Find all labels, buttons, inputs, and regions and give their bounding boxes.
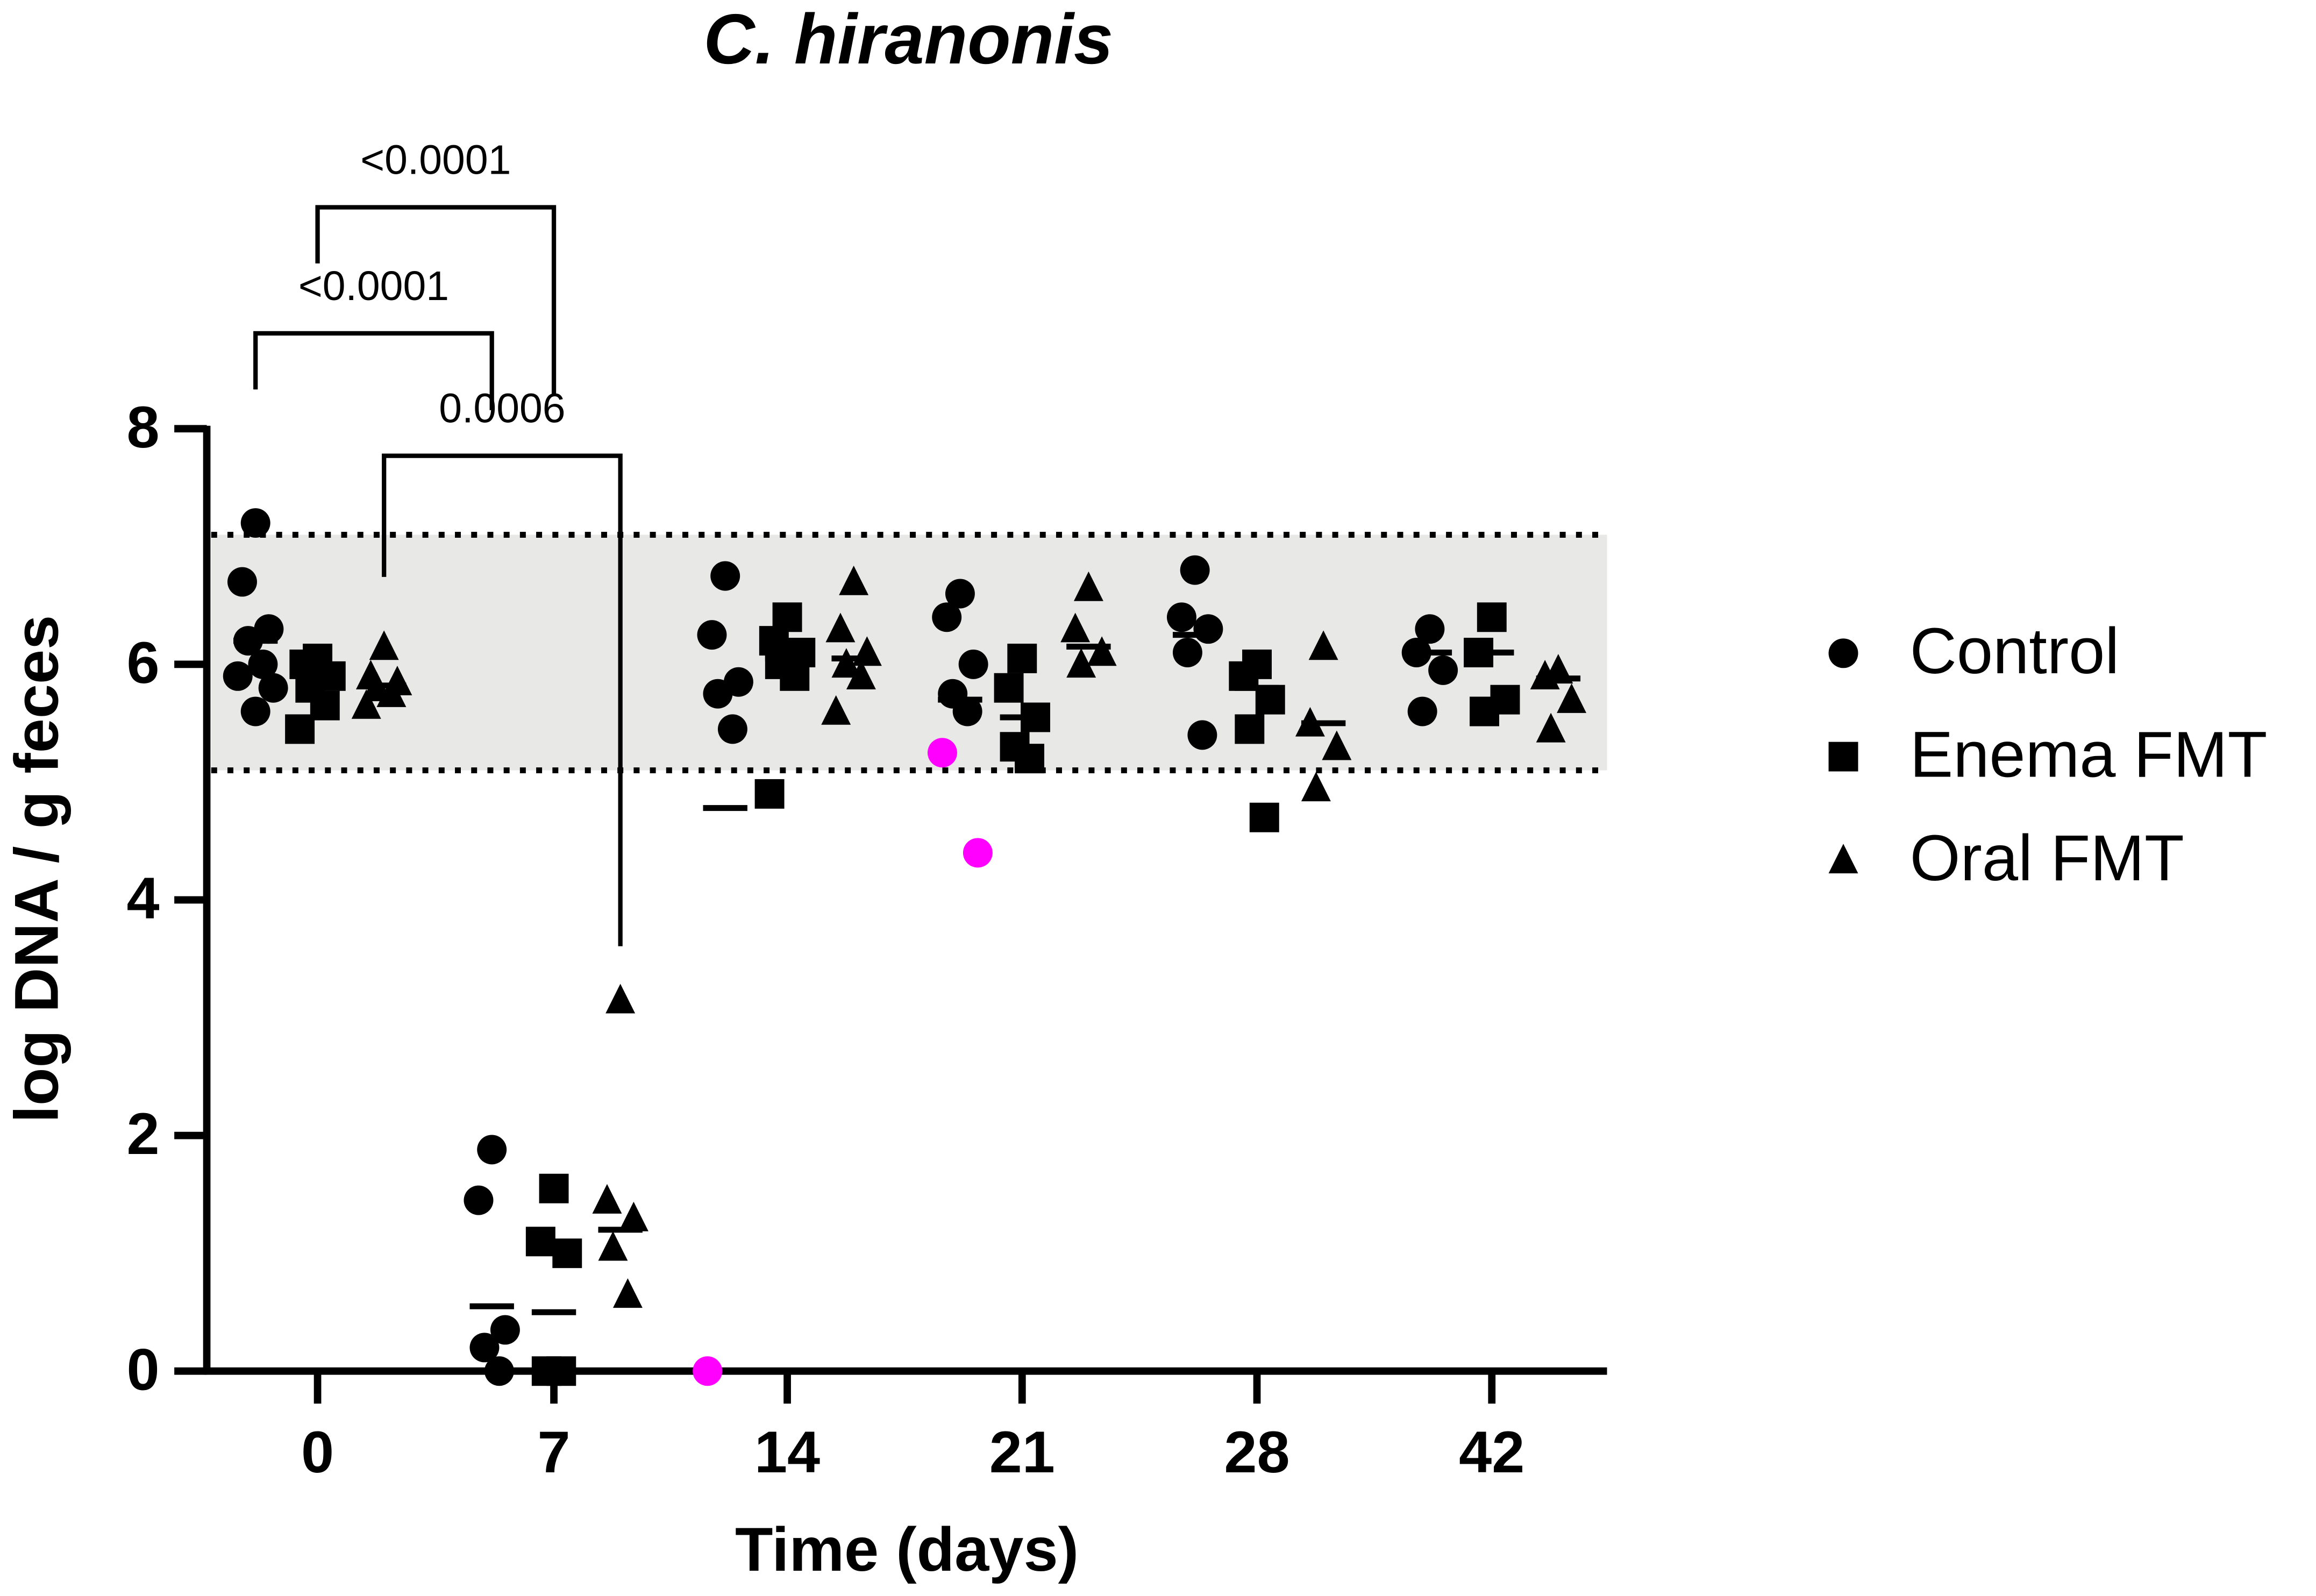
data-point bbox=[963, 838, 993, 868]
data-point bbox=[693, 1356, 723, 1386]
legend-marker bbox=[1828, 638, 1858, 668]
data-point bbox=[945, 579, 975, 609]
x-tick-label: 7 bbox=[537, 1420, 570, 1485]
reference-band bbox=[211, 535, 1607, 771]
x-tick-label: 21 bbox=[989, 1420, 1055, 1485]
y-tick-label: 0 bbox=[127, 1337, 160, 1402]
x-tick-label: 42 bbox=[1459, 1420, 1524, 1485]
data-point bbox=[618, 1201, 649, 1231]
data-point bbox=[1007, 643, 1037, 673]
data-point bbox=[248, 649, 278, 679]
legend-marker bbox=[1828, 742, 1858, 772]
y-tick-label: 6 bbox=[127, 630, 160, 696]
data-point bbox=[223, 661, 253, 691]
x-axis-label: Time (days) bbox=[735, 1515, 1079, 1584]
x-tick-label: 14 bbox=[754, 1420, 820, 1485]
data-point bbox=[1180, 555, 1210, 585]
data-point bbox=[1557, 683, 1587, 713]
data-point bbox=[927, 738, 957, 768]
data-point bbox=[240, 696, 270, 726]
y-tick-label: 2 bbox=[127, 1101, 160, 1167]
data-point bbox=[831, 648, 861, 678]
y-axis-label: log DNA / g feces bbox=[2, 615, 71, 1123]
data-point bbox=[227, 567, 257, 597]
data-point bbox=[1166, 602, 1196, 632]
significance-bracket bbox=[315, 205, 557, 397]
data-point bbox=[952, 696, 982, 726]
data-point bbox=[932, 602, 962, 632]
y-tick-label: 8 bbox=[127, 395, 160, 460]
data-point bbox=[703, 679, 733, 709]
data-point bbox=[1193, 614, 1223, 644]
data-point bbox=[525, 1227, 555, 1257]
legend-marker bbox=[1828, 844, 1858, 874]
data-point bbox=[1249, 802, 1279, 832]
data-point bbox=[539, 1173, 569, 1203]
data-point bbox=[697, 620, 727, 650]
x-tick-label: 0 bbox=[301, 1420, 334, 1485]
data-point bbox=[477, 1135, 507, 1165]
data-point bbox=[710, 561, 740, 591]
data-point bbox=[1015, 744, 1044, 774]
data-point bbox=[1308, 630, 1338, 660]
data-point bbox=[285, 714, 315, 744]
data-point bbox=[1073, 571, 1103, 601]
data-point bbox=[1187, 720, 1217, 750]
data-point bbox=[464, 1185, 494, 1215]
data-point bbox=[1536, 712, 1566, 743]
data-point bbox=[994, 673, 1024, 703]
significance-label: 0.0006 bbox=[439, 386, 565, 432]
data-point bbox=[1415, 614, 1445, 644]
data-point bbox=[846, 660, 876, 690]
y-tick-label: 4 bbox=[127, 866, 160, 931]
data-point bbox=[376, 677, 407, 707]
data-point bbox=[1322, 730, 1352, 760]
significance-bracket bbox=[253, 331, 494, 410]
data-point bbox=[821, 695, 851, 725]
data-point bbox=[598, 1231, 628, 1261]
data-point bbox=[552, 1238, 582, 1269]
data-point bbox=[469, 1333, 500, 1363]
data-point bbox=[1301, 772, 1331, 802]
data-point bbox=[258, 673, 288, 703]
significance-bracket bbox=[382, 453, 623, 946]
data-point bbox=[240, 508, 270, 538]
data-point bbox=[1428, 655, 1458, 685]
significance-label: <0.0001 bbox=[360, 137, 511, 183]
data-point bbox=[369, 630, 399, 660]
legend-label: Control bbox=[1910, 615, 2120, 687]
data-point bbox=[825, 612, 856, 643]
data-point bbox=[310, 690, 340, 721]
legend-label: Oral FMT bbox=[1910, 822, 2184, 894]
data-point bbox=[490, 1315, 520, 1345]
data-point bbox=[754, 779, 785, 809]
data-point bbox=[592, 1184, 622, 1214]
data-point bbox=[1066, 648, 1096, 678]
data-point bbox=[605, 984, 636, 1014]
data-point bbox=[1470, 696, 1500, 726]
data-point bbox=[612, 1278, 643, 1308]
data-point bbox=[1235, 714, 1265, 744]
data-point bbox=[717, 714, 747, 744]
data-point bbox=[484, 1356, 514, 1386]
significance-label: <0.0001 bbox=[298, 263, 449, 309]
data-point bbox=[1087, 636, 1117, 666]
x-tick-label: 28 bbox=[1224, 1420, 1289, 1485]
data-point bbox=[1407, 696, 1437, 726]
data-point bbox=[839, 565, 869, 595]
data-point bbox=[351, 689, 381, 719]
data-point bbox=[1477, 602, 1507, 632]
chart-title: C. hiranonis bbox=[703, 0, 1113, 79]
data-point bbox=[546, 1356, 576, 1386]
legend-label: Enema FMT bbox=[1910, 718, 2268, 791]
data-point bbox=[958, 649, 988, 679]
data-point bbox=[1060, 612, 1091, 643]
data-point bbox=[1530, 660, 1560, 690]
data-point bbox=[780, 661, 810, 691]
data-point bbox=[1172, 638, 1202, 667]
